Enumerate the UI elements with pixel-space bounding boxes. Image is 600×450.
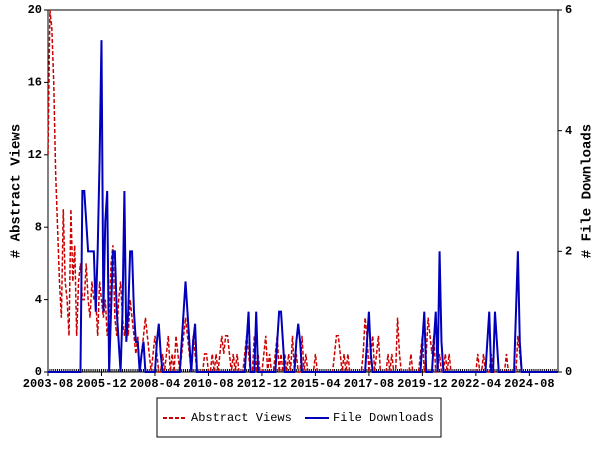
y2-tick-label: 2 <box>565 245 572 259</box>
legend-label: Abstract Views <box>191 411 292 425</box>
x-tick-label: 2019-12 <box>397 377 447 391</box>
y-tick-label: 16 <box>28 76 42 90</box>
y-tick-label: 4 <box>35 293 42 307</box>
x-tick-label: 2005-12 <box>76 377 126 391</box>
y-tick-label: 0 <box>35 365 42 379</box>
x-tick-label: 2003-08 <box>23 377 73 391</box>
series-line <box>48 40 558 373</box>
legend-label: File Downloads <box>333 411 434 425</box>
x-tick-label: 2022-04 <box>451 377 501 391</box>
legend-box <box>156 397 442 438</box>
x-tick-label: 2017-08 <box>344 377 394 391</box>
y2-tick-label: 4 <box>565 124 572 138</box>
x-tick-label: 2012-12 <box>237 377 287 391</box>
x-tick-label: 2015-04 <box>290 377 340 391</box>
x-tick-label: 2008-04 <box>130 377 180 391</box>
x-tick-label: 2024-08 <box>504 377 554 391</box>
y-tick-label: 20 <box>28 3 42 17</box>
y2-tick-label: 0 <box>565 365 572 379</box>
y2-tick-label: 6 <box>565 3 572 17</box>
y-axis-label: # Abstract Views <box>9 124 25 258</box>
y2-axis-label: # File Downloads <box>580 124 596 258</box>
y-tick-label: 12 <box>28 148 42 162</box>
series-line <box>47 9 558 373</box>
y-tick-label: 8 <box>35 220 42 234</box>
x-tick-label: 2010-08 <box>183 377 233 391</box>
